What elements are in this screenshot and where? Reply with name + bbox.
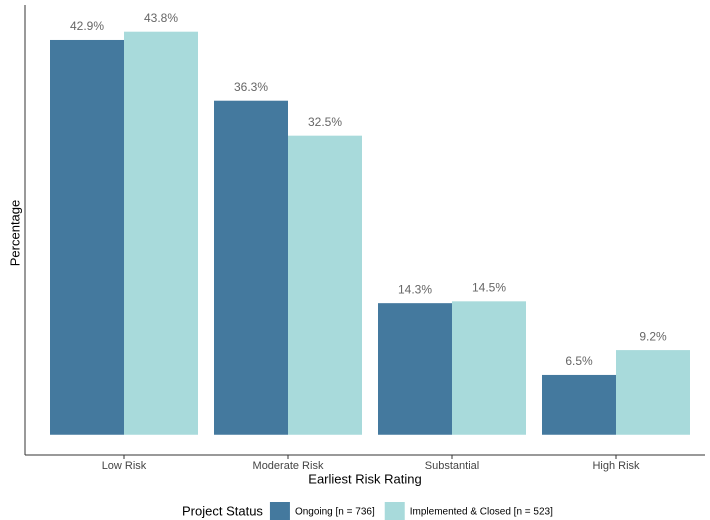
legend-swatch [269,502,290,520]
bar [50,39,124,435]
value-label: 14.5% [472,280,506,294]
bar [616,350,690,435]
value-label: 42.9% [70,19,104,33]
x-tick-label: Moderate Risk [253,460,324,472]
legend-title: Project Status [182,503,263,518]
bar [288,135,362,435]
bar [542,374,616,435]
x-axis-title: Earliest Risk Rating [308,471,421,486]
legend-swatch [384,502,405,520]
x-tick-label: Substantial [425,460,479,472]
x-tick-label: High Risk [592,460,640,472]
legend-label: Ongoing [n = 736] [295,507,375,518]
y-axis-title: Percentage [7,200,22,267]
value-label: 9.2% [639,329,667,343]
legend-label: Implemented & Closed [n = 523] [410,507,553,518]
value-label: 43.8% [144,11,178,25]
value-label: 32.5% [308,115,342,129]
bar [124,31,198,435]
bar [378,303,452,435]
value-label: 6.5% [565,354,593,368]
value-label: 36.3% [234,80,268,94]
bar [214,100,288,435]
x-tick-label: Low Risk [102,460,147,472]
value-label: 14.3% [398,282,432,296]
bar [452,301,526,435]
